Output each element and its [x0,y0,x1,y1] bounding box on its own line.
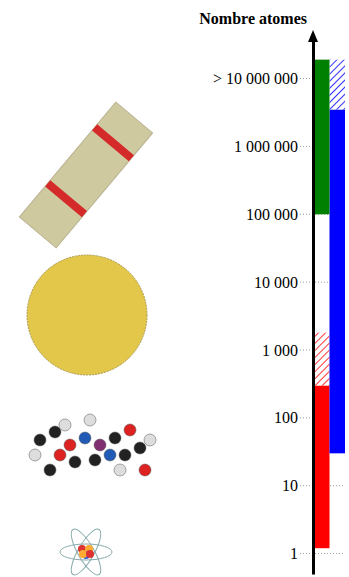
molecule-atom [124,424,136,436]
tick: 10 000 [254,274,313,291]
molecule-atom [119,449,131,461]
atom-orbit [66,525,106,577]
molecule-atom [49,426,61,438]
grid-line [300,553,345,554]
tick: 100 [274,409,313,426]
molecule-icon [29,414,156,476]
nanotube-body [19,102,152,248]
nanoparticle-icon [27,255,147,375]
chart: 1 10 100 1 000 10 000 100 000 1 000 000 > 10 00… [0,0,349,577]
molecule-atom [34,434,46,446]
molecule-atom [89,454,101,466]
tick: 10 [282,477,313,494]
tick-label: 10 000 [254,274,298,291]
molecule-atom [104,449,116,461]
atom-icon [60,525,112,577]
tick: 1 000 [262,342,313,359]
tick-label: 100 000 [246,206,298,223]
nanotube-icon [19,102,152,248]
tick-label: 100 [274,409,298,426]
tick-label: 10 [282,477,298,494]
tick: 1 [290,545,313,562]
nanotube-band [92,124,134,161]
molecule-atom [84,414,96,426]
tick-label: 1 000 000 [234,138,298,155]
tick: 1 000 000 [234,138,313,155]
axis-arrow [308,30,318,42]
range-bar [314,333,330,386]
molecule-atom [94,439,106,451]
axis-line [312,41,315,575]
molecule-atom [64,439,76,451]
tick-label: > 10 000 000 [213,70,298,87]
molecule-atom [134,442,146,454]
molecule-atom [44,464,56,476]
molecule-atom [29,449,41,461]
tick-label: 1 [290,545,298,562]
atom-nucleon [79,550,87,558]
molecule-atom [69,456,81,468]
axis-title: Nombre atomes [199,10,307,27]
molecule-atom [54,449,66,461]
nanotube-band [45,180,87,217]
range-bar [314,60,330,215]
atom-orbit [66,525,106,577]
molecule-atom [59,419,71,431]
tick: > 10 000 000 [213,70,313,87]
tick: 100 000 [246,206,313,223]
range-bar [314,385,330,548]
range-bar [330,109,346,453]
molecule-atom [139,464,151,476]
atom-nucleon [86,550,94,558]
molecule-atom [109,432,121,444]
atom-orbit [60,544,112,560]
illustrations [19,102,156,577]
molecule-atom [79,432,91,444]
molecule-atom [114,464,126,476]
bars [314,60,345,549]
y-axis: 1 10 100 1 000 10 000 100 000 1 000 000 > 10 00… [213,41,314,575]
molecule-atom [144,434,156,446]
range-bar [330,60,346,110]
tick-label: 1 000 [262,342,298,359]
